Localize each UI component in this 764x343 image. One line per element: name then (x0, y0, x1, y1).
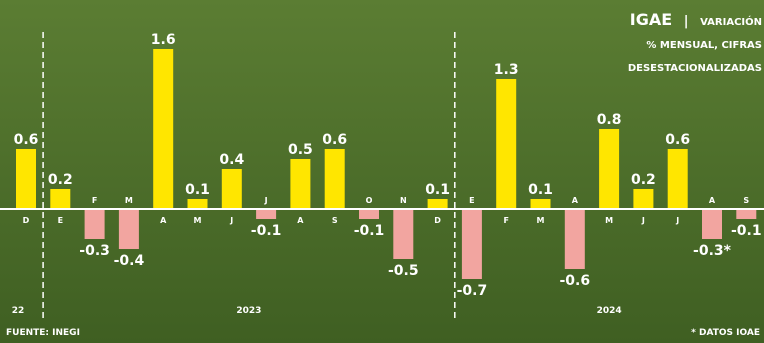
category-tick-label: N (400, 196, 407, 205)
data-label: -0.7 (457, 283, 488, 299)
data-label: 0.6 (14, 132, 39, 148)
bar (702, 209, 722, 239)
category-tick-label: A (572, 196, 579, 205)
data-label: 1.6 (151, 32, 176, 48)
svg-text:IGAE | VARIACI: IGAE | VARIACIÓN (630, 10, 762, 29)
category-tick-label: M (125, 196, 133, 205)
data-label: -0.3 (79, 243, 110, 259)
bar (461, 209, 482, 279)
bar (393, 209, 414, 259)
category-tick-label: S (332, 216, 338, 225)
bar (290, 159, 311, 209)
bar (427, 199, 448, 209)
category-tick-label: J (264, 196, 268, 205)
category-tick-label: J (675, 216, 679, 225)
data-label: -0.4 (114, 253, 145, 269)
category-tick-label: J (229, 216, 233, 225)
source-note: FUENTE: INEGI (6, 328, 80, 338)
bar (324, 149, 345, 209)
bar-series (16, 49, 757, 279)
category-tick-label: M (537, 216, 545, 225)
category-tick-label: J (641, 216, 645, 225)
data-label: 1.3 (494, 62, 519, 78)
value-labels: 0.6 0.2 -0.3-0.4 1.6 0.1 0.4 -0.1 0.5 0.6 -0.1 -0.… (14, 32, 762, 299)
data-label: -0.1 (731, 223, 762, 239)
title-rest: VARIACIÓN (700, 15, 762, 28)
year-label: 2023 (236, 306, 261, 316)
footnote: * DATOS IOAE (691, 328, 760, 338)
bar (359, 209, 379, 219)
bar (118, 209, 139, 249)
data-label: -0.3* (693, 243, 732, 259)
year-label: 2024 (597, 306, 622, 316)
data-label: 0.2 (48, 172, 73, 188)
data-label: -0.5 (388, 263, 419, 279)
data-label: 0.1 (528, 182, 553, 198)
data-label: 0.2 (631, 172, 656, 188)
year-dividers (42, 32, 456, 318)
bar (221, 169, 242, 209)
bar (564, 209, 585, 269)
category-tick-label: O (366, 196, 373, 205)
category-tick-label: F (92, 196, 97, 205)
subtitle-line-3: DESESTACIONALIZADAS (628, 63, 762, 74)
data-label: 0.6 (665, 132, 690, 148)
bar (153, 49, 174, 209)
category-tick-label: A (297, 216, 304, 225)
category-tick-labels: D E F M A M J J A S O N D E F M A M J J A S (23, 196, 750, 225)
title-separator: | (684, 14, 689, 29)
category-tick-label: A (709, 196, 716, 205)
bar (496, 79, 517, 209)
category-tick-label: D (23, 216, 30, 225)
data-label: 0.1 (185, 182, 210, 198)
year-labels: 22 2023 2024 (12, 306, 622, 316)
data-label: 0.6 (322, 132, 347, 148)
category-tick-label: F (503, 216, 508, 225)
category-tick-label: M (605, 216, 613, 225)
bar (530, 199, 551, 209)
year-label: 22 (12, 306, 25, 316)
data-label: 0.4 (219, 152, 244, 168)
title-bold: IGAE (630, 10, 672, 29)
bar (16, 149, 36, 209)
data-label: -0.6 (559, 273, 590, 289)
category-tick-label: S (743, 196, 749, 205)
data-label: 0.8 (597, 112, 622, 128)
category-tick-label: E (469, 196, 474, 205)
data-label: -0.1 (354, 223, 385, 239)
category-tick-label: E (58, 216, 63, 225)
category-tick-label: D (434, 216, 441, 225)
data-label: 0.5 (288, 142, 313, 158)
bar (633, 189, 654, 209)
category-tick-label: M (194, 216, 202, 225)
bar (50, 189, 71, 209)
bar (187, 199, 208, 209)
bar (84, 209, 105, 239)
bar (256, 209, 277, 219)
subtitle-line-2: % MENSUAL, CIFRAS (646, 40, 762, 51)
bar (599, 129, 620, 209)
bar (667, 149, 688, 209)
chart-title: IGAE | VARIACIÓN % MENSUAL, CIFRAS DESES… (628, 10, 762, 74)
data-label: -0.1 (251, 223, 282, 239)
category-tick-label: A (160, 216, 167, 225)
bar (736, 209, 757, 219)
data-label: 0.1 (425, 182, 450, 198)
